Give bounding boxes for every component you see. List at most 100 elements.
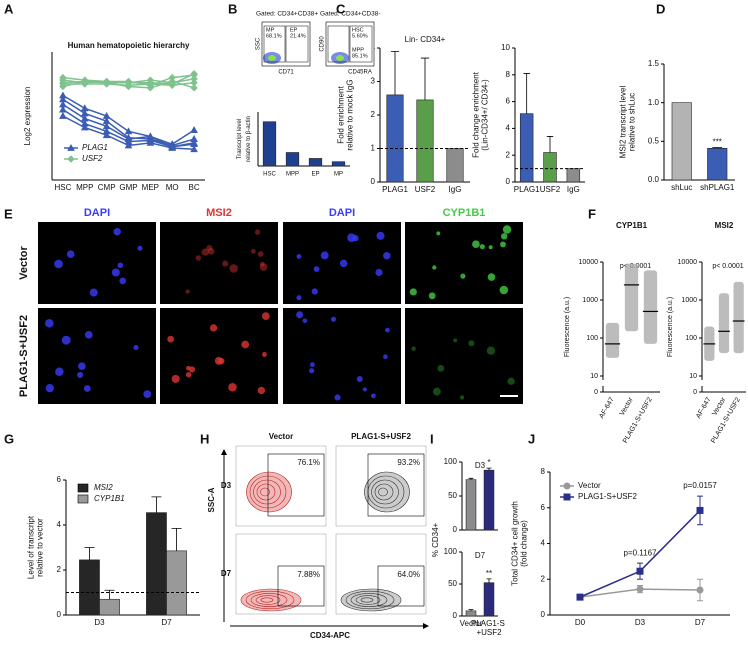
marker [636,585,644,593]
cell [376,231,385,240]
marker [146,138,155,146]
cell [375,268,383,277]
panel-letter: H [200,431,209,446]
legend-label: USF2 [82,154,103,163]
error-bar [486,467,492,471]
cell [432,387,441,396]
cell [500,241,506,248]
x-tick-label: PLAG1 [382,185,408,194]
x-tick-label: shLuc [671,183,692,192]
x-tick-label: USF2 [540,185,561,194]
row-label: PLAG1-S+USF2 [18,315,30,397]
x-tick-label: AF-647 [598,396,616,419]
panel-letter: B [228,1,237,16]
panel-letter: G [4,431,14,446]
marker [81,77,89,86]
cell [167,335,175,343]
cell [55,367,64,377]
y-tick-label: 10 [590,373,598,380]
error-bar [712,147,723,149]
y-tick-label: 6 [506,97,511,106]
channel-label: CYP1B1 [443,207,486,219]
y-tick-label: 4 [541,539,546,548]
gate-label: 21.4% [290,33,306,39]
panel-letter: E [4,206,13,221]
gate-percentage: 93.2% [397,458,420,467]
cell [113,228,121,236]
micrograph [160,308,278,404]
contour [253,479,281,505]
bar [543,152,557,183]
error-bar [468,477,474,480]
cell [262,352,267,357]
cell [137,245,143,251]
bar [146,512,167,616]
legend-label: Vector [578,481,601,490]
cell [209,324,218,332]
panel-letter: A [4,1,14,16]
cell [502,225,512,234]
significance: * [487,458,490,467]
contour [360,597,374,603]
chart-title: Lin- CD34+ [405,35,446,44]
cell [334,394,341,401]
cell [432,265,437,270]
flow-axis: CD90 [320,36,326,52]
cell [486,346,496,355]
cell [185,289,190,294]
marker [563,493,571,501]
marker [59,105,67,113]
cell [111,268,120,277]
contour [246,471,292,513]
cell [499,285,509,295]
y-tick-label: 1000 [582,297,598,304]
x-tick-label: PLAG1 [514,185,540,194]
micrograph [283,308,401,404]
marker [168,77,176,86]
marker [576,593,584,601]
row-label: D7 [221,569,232,578]
chart-title: D7 [475,551,486,560]
gate-percentage: 7.88% [297,570,320,579]
y-axis-label: MSI2 transcript level [619,86,628,159]
cell [45,318,54,328]
cell [383,354,388,360]
y-axis-label: Level of transcript [27,515,36,579]
bar [483,469,495,531]
row-label: D3 [221,481,232,490]
row-label: Vector [18,245,30,279]
error-bar [486,578,492,583]
y-tick-label: 0 [371,177,376,186]
bar [262,121,277,167]
significance: ** [486,569,492,578]
cell [507,377,515,385]
cell [302,318,308,324]
bar [99,598,120,616]
marker [636,567,644,575]
x-tick-label: MEP [142,183,159,192]
contour [256,483,276,501]
gate-label: 5.60% [352,33,368,39]
y-tick-label: 2 [541,574,546,583]
gate [267,453,325,517]
y-axis-label: Fold change enrichment [472,71,481,158]
cell [143,390,152,399]
cell [488,245,493,250]
marker [696,586,704,594]
panel-letter: I [430,431,434,446]
contour [345,590,395,610]
cell [54,259,63,269]
y-tick-label: 50 [448,579,457,588]
marker [168,81,176,89]
contour [364,471,410,513]
marker [102,79,111,87]
y-axis-label: relative to vector [36,518,45,577]
cell [133,344,139,351]
contour [355,595,381,605]
annotation: p=0.0157 [683,481,717,490]
cell [296,311,304,319]
marker [67,143,75,151]
panel-letter: F [588,206,596,221]
bar [285,152,300,167]
